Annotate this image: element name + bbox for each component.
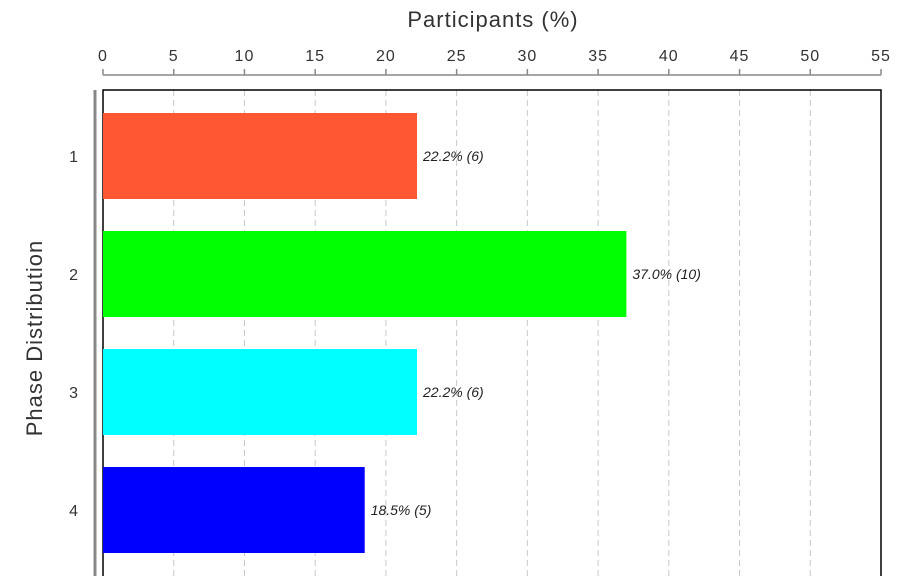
x-tick-label-50: 50 [800, 48, 820, 65]
bar-phase-4 [103, 467, 365, 553]
category-labels: 1 2 3 4 [69, 149, 78, 520]
x-tick-label-30: 30 [517, 48, 537, 65]
data-label-phase-3: 22.2% (6) [422, 384, 484, 400]
bars-group [103, 113, 627, 553]
x-tick-label-20: 20 [376, 48, 396, 65]
x-tick-label-5: 5 [169, 48, 179, 65]
x-tick-label-45: 45 [730, 48, 750, 65]
x-tick-label-10: 10 [235, 48, 255, 65]
y-tick-label-4: 4 [69, 503, 78, 520]
y-tick-label-1: 1 [69, 149, 78, 166]
x-tick-label-40: 40 [659, 48, 679, 65]
x-axis-ticks: 0 5 10 15 20 25 30 35 40 45 50 55 [98, 48, 891, 75]
x-tick-label-35: 35 [588, 48, 608, 65]
x-tick-label-0: 0 [98, 48, 108, 65]
data-labels: 22.2% (6) 37.0% (10) 22.2% (6) 18.5% (5) [371, 148, 701, 518]
data-label-phase-4: 18.5% (5) [371, 502, 432, 518]
bar-phase-2 [103, 231, 627, 317]
plot-frame [102, 89, 882, 576]
y-tick-label-2: 2 [69, 267, 78, 284]
y-tick-label-3: 3 [69, 385, 78, 402]
bar-phase-3 [103, 349, 418, 435]
x-tick-label-55: 55 [871, 48, 891, 65]
x-axis-title: Participants (%) [407, 7, 578, 32]
bar-phase-1 [103, 113, 418, 199]
y-axis-title: Phase Distribution [22, 240, 47, 437]
x-tick-label-15: 15 [305, 48, 325, 65]
data-label-phase-1: 22.2% (6) [422, 148, 484, 164]
data-label-phase-2: 37.0% (10) [632, 266, 700, 282]
x-tick-label-25: 25 [447, 48, 467, 65]
